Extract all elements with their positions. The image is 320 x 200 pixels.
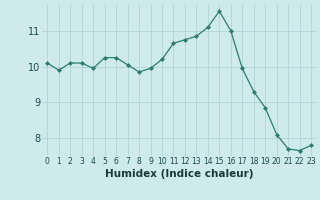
X-axis label: Humidex (Indice chaleur): Humidex (Indice chaleur) xyxy=(105,169,253,179)
